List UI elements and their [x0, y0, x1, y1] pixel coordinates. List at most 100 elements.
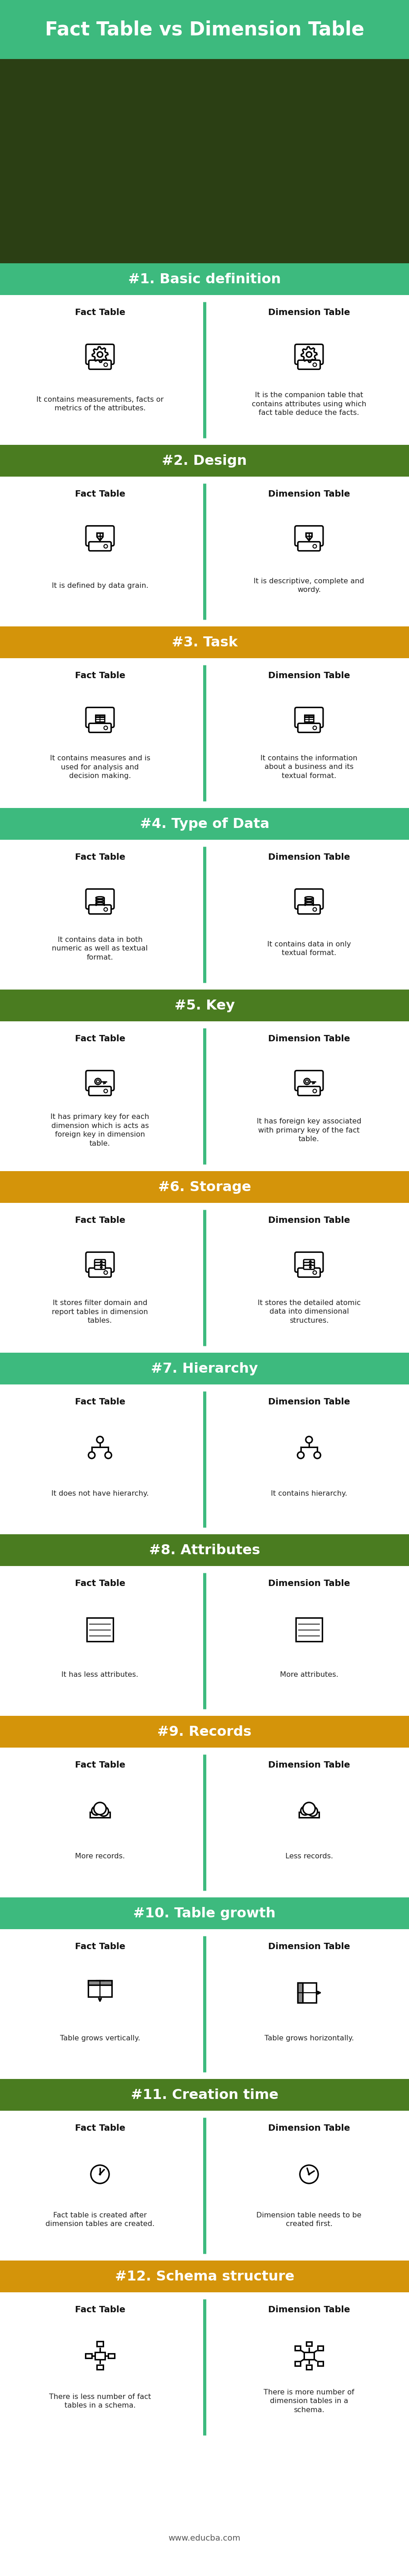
Circle shape: [303, 1803, 315, 1814]
Text: Fact Table: Fact Table: [75, 2306, 125, 2313]
Bar: [0, 989, 409, 1020]
Bar: [0, 1716, 409, 1747]
Bar: [0, 1020, 409, 1172]
Text: #7. Hierarchy: #7. Hierarchy: [151, 1363, 258, 1376]
FancyBboxPatch shape: [89, 1267, 111, 1278]
Bar: [0, 1203, 409, 1352]
Bar: [296, 1618, 322, 1641]
Bar: [0, 1747, 409, 1899]
Text: #12. Schema structure: #12. Schema structure: [115, 2269, 294, 2282]
Circle shape: [104, 544, 108, 549]
Text: It has primary key for each
dimension which is acts as
foreign key in dimension
: It has primary key for each dimension wh…: [51, 1113, 149, 1146]
FancyBboxPatch shape: [298, 1087, 320, 1095]
Text: www.educba.com: www.educba.com: [169, 2535, 240, 2543]
Bar: [318, 2362, 323, 2365]
Text: There is more number of
dimension tables in a
schema.: There is more number of dimension tables…: [264, 2388, 354, 2414]
Circle shape: [104, 1090, 108, 1092]
Circle shape: [91, 2166, 109, 2184]
Circle shape: [100, 1260, 103, 1262]
Bar: [0, 59, 409, 263]
Text: Dimension Table: Dimension Table: [268, 2123, 350, 2133]
Bar: [97, 2342, 103, 2347]
Polygon shape: [306, 533, 312, 541]
Bar: [0, 659, 409, 809]
Text: Dimension Table: Dimension Table: [268, 1942, 350, 1950]
Bar: [88, 1981, 112, 1986]
Circle shape: [97, 1437, 103, 1443]
Bar: [0, 840, 409, 989]
FancyBboxPatch shape: [86, 1252, 114, 1273]
Text: Dimension Table: Dimension Table: [268, 309, 350, 317]
FancyBboxPatch shape: [86, 889, 114, 909]
Circle shape: [313, 1270, 317, 1275]
Bar: [0, 263, 409, 296]
Bar: [0, 2442, 409, 2576]
Circle shape: [104, 726, 108, 729]
Circle shape: [304, 1079, 310, 1084]
Bar: [304, 716, 314, 721]
Circle shape: [306, 1437, 312, 1443]
Bar: [0, 2262, 409, 2293]
FancyBboxPatch shape: [89, 361, 111, 368]
Bar: [0, 626, 409, 659]
Text: Dimension Table: Dimension Table: [268, 853, 350, 860]
Bar: [306, 2365, 312, 2370]
Text: Fact Table: Fact Table: [75, 853, 125, 860]
Text: It contains the information
about a business and its
textual format.: It contains the information about a busi…: [261, 755, 357, 781]
FancyBboxPatch shape: [303, 1265, 315, 1270]
Text: Dimension Table: Dimension Table: [268, 1396, 350, 1406]
Bar: [304, 2352, 314, 2360]
Text: Dimension Table: Dimension Table: [268, 2306, 350, 2313]
Text: #10. Table growth: #10. Table growth: [133, 1906, 276, 1919]
FancyBboxPatch shape: [295, 708, 323, 726]
FancyBboxPatch shape: [303, 1260, 315, 1265]
Circle shape: [309, 1265, 312, 1270]
Text: It has less attributes.: It has less attributes.: [61, 1672, 138, 1680]
Circle shape: [92, 1806, 101, 1816]
Text: Fact Table: Fact Table: [75, 1942, 125, 1950]
Circle shape: [104, 1270, 108, 1275]
FancyBboxPatch shape: [298, 361, 320, 368]
Bar: [0, 477, 409, 626]
Circle shape: [105, 1453, 112, 1458]
Bar: [0, 1383, 409, 1535]
Text: Table grows vertically.: Table grows vertically.: [60, 2035, 140, 2043]
Circle shape: [100, 1262, 103, 1265]
Circle shape: [95, 1079, 101, 1084]
Text: Table grows horizontally.: Table grows horizontally.: [264, 2035, 354, 2043]
Text: It is defined by data grain.: It is defined by data grain.: [52, 582, 148, 590]
Circle shape: [314, 1453, 321, 1458]
Text: #11. Creation time: #11. Creation time: [131, 2089, 278, 2102]
Bar: [0, 1566, 409, 1716]
Bar: [87, 1618, 113, 1641]
Circle shape: [313, 1090, 317, 1092]
FancyBboxPatch shape: [89, 541, 111, 551]
Text: It contains data in both
numeric as well as textual
format.: It contains data in both numeric as well…: [52, 935, 148, 961]
Bar: [0, 1172, 409, 1203]
Bar: [0, 0, 409, 59]
Bar: [90, 1814, 110, 1819]
Text: It stores the detailed atomic
data into dimensional
structures.: It stores the detailed atomic data into …: [258, 1298, 361, 1324]
Text: Dimension Table: Dimension Table: [268, 1579, 350, 1587]
FancyBboxPatch shape: [86, 1072, 114, 1090]
Text: Fact Table vs Dimension Table: Fact Table vs Dimension Table: [45, 21, 364, 39]
Text: Dimension Table: Dimension Table: [268, 672, 350, 680]
Text: Fact Table: Fact Table: [75, 2123, 125, 2133]
Bar: [0, 1352, 409, 1383]
Circle shape: [97, 1079, 99, 1082]
Bar: [0, 2293, 409, 2442]
Bar: [95, 716, 105, 721]
Circle shape: [99, 1806, 108, 1816]
Bar: [0, 446, 409, 477]
Bar: [299, 1814, 319, 1819]
Circle shape: [300, 2166, 318, 2184]
Bar: [295, 2362, 300, 2365]
FancyBboxPatch shape: [86, 345, 114, 363]
Text: Dimension Table: Dimension Table: [268, 1759, 350, 1770]
Text: Dimension Table: Dimension Table: [268, 1216, 350, 1224]
FancyBboxPatch shape: [298, 724, 320, 732]
Text: Dimension table needs to be
created first.: Dimension table needs to be created firs…: [256, 2213, 362, 2228]
Bar: [298, 1984, 303, 2002]
Circle shape: [309, 1260, 312, 1262]
Text: It contains measures and is
used for analysis and
decision making.: It contains measures and is used for ana…: [50, 755, 150, 781]
